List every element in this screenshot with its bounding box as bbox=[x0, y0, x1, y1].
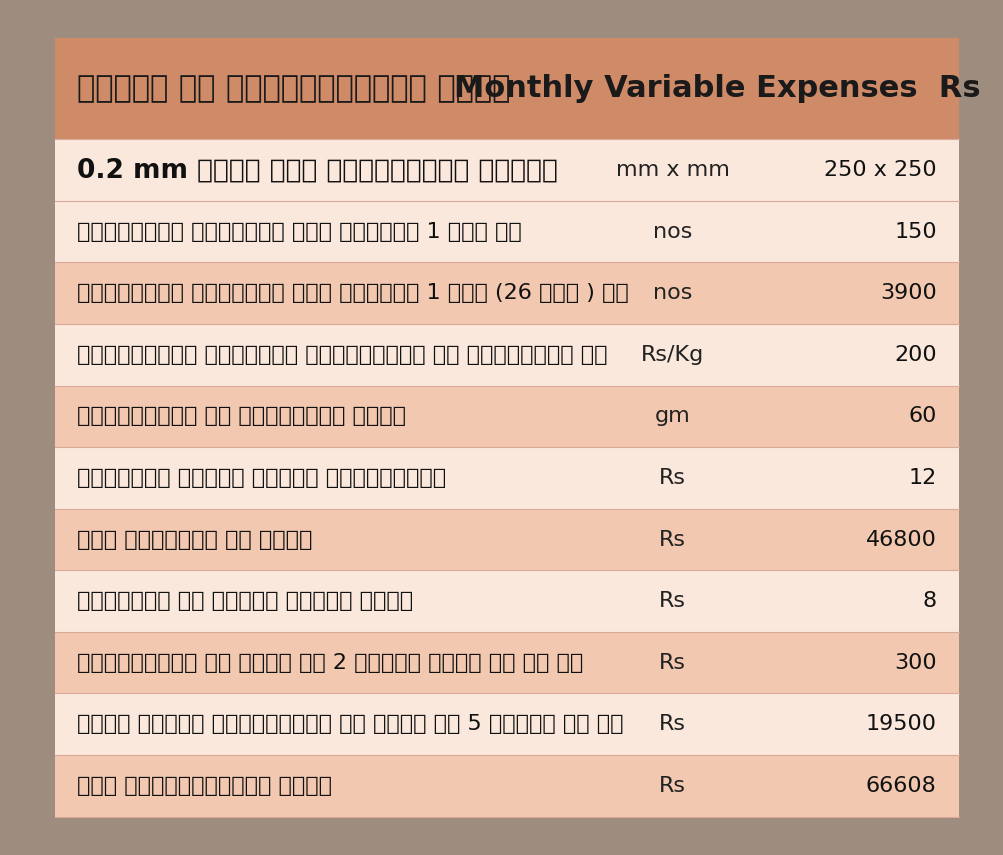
Bar bbox=[55, 755, 958, 817]
Text: 66608: 66608 bbox=[866, 775, 936, 796]
Text: उत्पादन से जुड़ा बिजली खर्च: उत्पादन से जुड़ा बिजली खर्च bbox=[77, 591, 413, 611]
Text: 0.2 mm मोटी औसत स्टेन्सिल साईज़: 0.2 mm मोटी औसत स्टेन्सिल साईज़ bbox=[77, 157, 558, 183]
Bar bbox=[55, 324, 958, 386]
Text: पैंकिजींग का खर्च रु 2 प्रति बैंग की दर से: पैंकिजींग का खर्च रु 2 प्रति बैंग की दर … bbox=[77, 652, 583, 673]
Text: मिहने का परिवर्तनशील खर्च: मिहने का परिवर्तनशील खर्च bbox=[77, 74, 511, 103]
Bar bbox=[55, 139, 958, 201]
Bar bbox=[55, 386, 958, 447]
Text: 3900: 3900 bbox=[879, 283, 936, 304]
Text: स्टेन्सिल मटीरीअल पॉलिस्टेर की अनुमानित दर: स्टेन्सिल मटीरीअल पॉलिस्टेर की अनुमानित … bbox=[77, 345, 607, 365]
Text: Rs: Rs bbox=[659, 529, 685, 550]
Text: 300: 300 bbox=[894, 652, 936, 673]
Text: Monthly Variable Expenses  Rs: Monthly Variable Expenses Rs bbox=[453, 74, 980, 103]
Bar bbox=[55, 447, 958, 509]
Text: अनुमानित उत्पादन एवं बिक्री 1 माह (26 दिन ) की: अनुमानित उत्पादन एवं बिक्री 1 माह (26 दि… bbox=[77, 283, 629, 304]
Bar bbox=[55, 509, 958, 570]
Bar bbox=[55, 262, 958, 324]
Text: 150: 150 bbox=[894, 221, 936, 242]
Text: 200: 200 bbox=[894, 345, 936, 365]
Text: Rs: Rs bbox=[659, 591, 685, 611]
Text: nos: nos bbox=[652, 221, 692, 242]
Bar bbox=[55, 201, 958, 262]
Text: 12: 12 bbox=[908, 468, 936, 488]
Text: Rs: Rs bbox=[659, 775, 685, 796]
Text: 19500: 19500 bbox=[865, 714, 936, 734]
Text: Rs: Rs bbox=[659, 468, 685, 488]
Text: स्टेन्सिल का अनुमानित वज़न: स्टेन्सिल का अनुमानित वज़न bbox=[77, 406, 406, 427]
Bar bbox=[55, 38, 958, 139]
Text: मटीरीअल मूल्य प्रति स्टेन्सिल: मटीरीअल मूल्य प्रति स्टेन्सिल bbox=[77, 468, 446, 488]
FancyBboxPatch shape bbox=[15, 4, 998, 851]
Text: कुल परिवर्तनशील खर्च: कुल परिवर्तनशील खर्च bbox=[77, 775, 332, 796]
Bar bbox=[55, 570, 958, 632]
Bar bbox=[55, 632, 958, 693]
Text: Rs/Kg: Rs/Kg bbox=[641, 345, 703, 365]
Text: 8: 8 bbox=[922, 591, 936, 611]
Bar bbox=[55, 38, 958, 817]
Text: nos: nos bbox=[652, 283, 692, 304]
Text: 250 x 250: 250 x 250 bbox=[823, 160, 936, 180]
Text: 46800: 46800 bbox=[865, 529, 936, 550]
Text: पेपर ट्यूब पैंकिजींग का खर्च रु 5 प्रति दर से: पेपर ट्यूब पैंकिजींग का खर्च रु 5 प्रति … bbox=[77, 714, 623, 734]
Text: Rs: Rs bbox=[659, 652, 685, 673]
Bar bbox=[55, 693, 958, 755]
Text: gm: gm bbox=[654, 406, 690, 427]
Text: अनुमानित उत्पादन एवं बिक्री 1 दिन की: अनुमानित उत्पादन एवं बिक्री 1 दिन की bbox=[77, 221, 522, 242]
Text: Rs: Rs bbox=[659, 714, 685, 734]
Text: कुल मटीरीअल की लागत: कुल मटीरीअल की लागत bbox=[77, 529, 312, 550]
Text: 60: 60 bbox=[908, 406, 936, 427]
Text: mm x mm: mm x mm bbox=[615, 160, 729, 180]
